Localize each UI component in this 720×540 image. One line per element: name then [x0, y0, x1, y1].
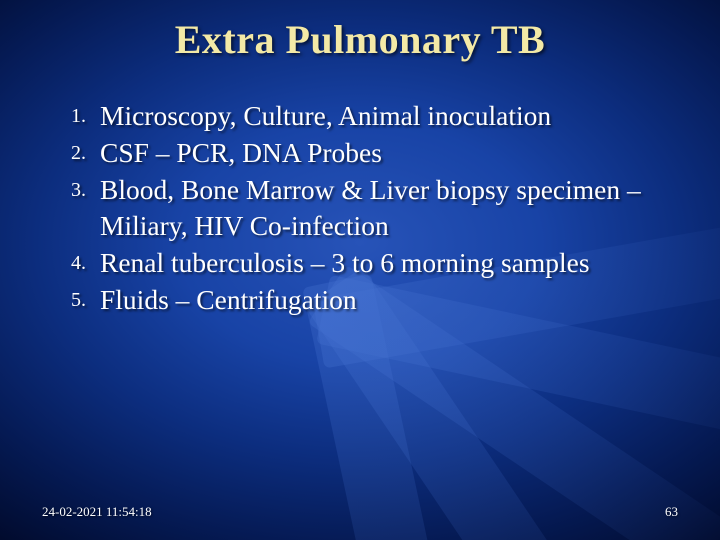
list-item: Fluids – Centrifugation	[42, 282, 690, 317]
slide-title: Extra Pulmonary TB	[0, 16, 720, 63]
timestamp: 24-02-2021 11:54:18	[42, 504, 152, 520]
content-list: Microscopy, Culture, Animal inoculation …	[42, 98, 690, 319]
list-item: CSF – PCR, DNA Probes	[42, 135, 690, 170]
page-number: 63	[665, 504, 678, 520]
list-item: Blood, Bone Marrow & Liver biopsy specim…	[42, 172, 690, 242]
footer: 24-02-2021 11:54:18 63	[42, 504, 678, 520]
list-item: Microscopy, Culture, Animal inoculation	[42, 98, 690, 133]
list-item: Renal tuberculosis – 3 to 6 morning samp…	[42, 245, 690, 280]
